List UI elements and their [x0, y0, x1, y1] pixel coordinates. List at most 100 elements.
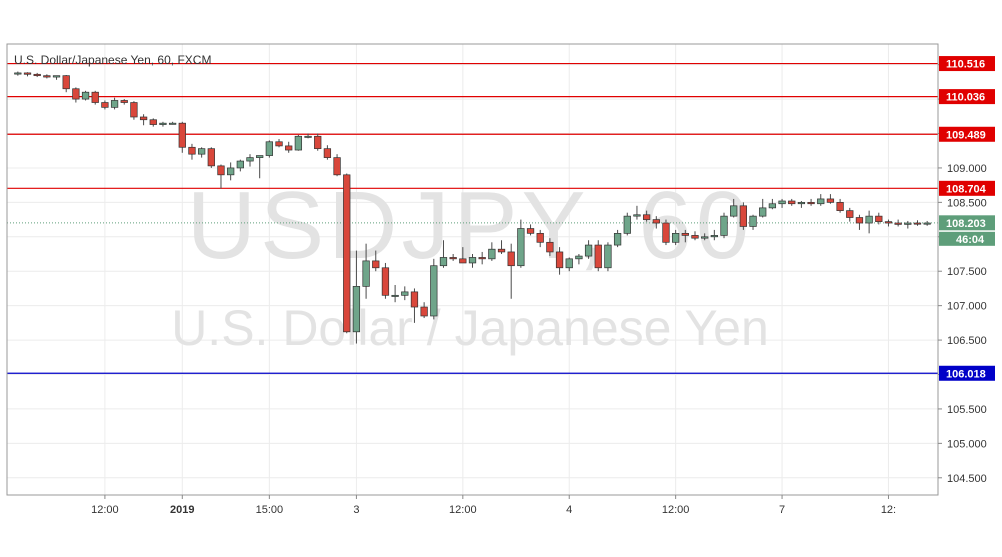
candle	[62, 74, 70, 93]
y-tick-label: 105.500	[947, 404, 987, 416]
candle-body-up	[865, 215, 873, 224]
candles	[14, 71, 931, 344]
watermark-symbol: USDJPY, 60	[187, 172, 754, 279]
current-price-label-bg	[939, 215, 995, 231]
candle-body-down	[275, 141, 283, 147]
candle	[159, 121, 167, 127]
x-tick-label: 2019	[170, 504, 194, 516]
grid-lines	[7, 44, 938, 495]
candle-body-down	[642, 214, 651, 220]
level-label: 109.489	[939, 126, 995, 142]
candle	[188, 143, 196, 160]
candle-body-up	[710, 235, 718, 238]
candle	[149, 118, 157, 127]
candle-body-up	[227, 167, 235, 176]
candle	[778, 198, 786, 208]
candle-body-down	[855, 217, 864, 224]
watermark-name: U.S. Dollar / Japanese Yen	[171, 300, 769, 356]
candle-body-down	[381, 267, 390, 296]
candle-body-down	[652, 219, 660, 224]
candle	[439, 240, 448, 268]
candle	[681, 229, 689, 243]
candle	[294, 134, 303, 151]
candle-body-up	[584, 244, 593, 257]
x-tick-label: 4	[566, 504, 572, 516]
candle	[633, 205, 641, 220]
price-axis-labels: 110.516 110.036 109.489 108.704 106.018 108.2…	[939, 56, 995, 381]
candle-body-up	[701, 236, 709, 239]
candle-body-up	[246, 157, 254, 162]
candle	[178, 121, 186, 153]
candle-body-down	[681, 233, 689, 236]
plot-frame	[6, 43, 939, 496]
candle-body-up	[401, 291, 409, 296]
candle	[33, 72, 41, 78]
level-label-text: 106.018	[946, 368, 986, 380]
candle	[449, 254, 457, 261]
candle-body-down	[546, 241, 554, 253]
candle-body-down	[807, 202, 815, 205]
candle-body-up	[923, 222, 931, 225]
countdown-label: 46:04	[939, 231, 995, 246]
candle-body-up	[168, 122, 177, 125]
y-tick-label: 106.500	[947, 335, 987, 347]
level-label-text: 108.704	[946, 183, 987, 195]
candle-body-up	[52, 75, 61, 78]
candle	[497, 240, 506, 255]
time-axis[interactable]: 12:00 2019 15:00 3 12:00 4 12:00 7 12:	[91, 495, 896, 516]
candle-body-down	[497, 248, 506, 253]
candle-body-up	[294, 135, 303, 151]
candle-body-down	[420, 306, 428, 317]
y-tick-label: 107.500	[947, 266, 987, 278]
candle-body-up	[817, 198, 825, 205]
candle	[749, 214, 757, 230]
candle-body-down	[536, 233, 544, 243]
candle-body-up	[720, 215, 728, 236]
candle-body-up	[304, 135, 312, 138]
candle	[256, 155, 264, 179]
candle-body-up	[362, 260, 370, 287]
x-tick-label: 12:	[881, 504, 896, 516]
candle	[642, 210, 651, 222]
candle	[652, 216, 660, 229]
candle-body-down	[217, 165, 225, 176]
candle	[546, 238, 554, 257]
candle-body-down	[594, 244, 602, 269]
watermark: USDJPY, 60 U.S. Dollar / Japanese Yen	[171, 172, 769, 356]
candle-body-down	[526, 228, 535, 234]
candle	[710, 229, 718, 241]
candle-body-up	[768, 203, 777, 209]
candle	[836, 198, 844, 213]
candle-body-up	[517, 228, 525, 267]
candle-body-down	[91, 91, 99, 103]
candle	[672, 229, 680, 246]
candle	[855, 214, 864, 230]
candle	[720, 212, 728, 239]
candle	[662, 219, 670, 246]
candle	[381, 262, 390, 299]
candle	[401, 286, 409, 301]
candle-body-down	[372, 260, 380, 269]
plot-border	[6, 43, 939, 496]
price-axis[interactable]: 104.500105.000105.500106.000106.500107.0…	[938, 60, 987, 485]
candle-body-down	[120, 100, 128, 103]
candle-body-down	[555, 251, 564, 269]
candle-body-up	[759, 207, 767, 217]
candle-body-down	[188, 146, 196, 155]
candle	[110, 97, 119, 110]
candle	[285, 141, 293, 153]
candle-body-up	[488, 248, 496, 260]
candle-body-up	[904, 222, 912, 225]
candle-body-down	[739, 205, 748, 227]
candle-body-up	[81, 91, 90, 100]
x-tick-label: 12:00	[662, 504, 690, 516]
candle	[275, 139, 283, 148]
level-label-bg	[939, 365, 995, 381]
candle	[139, 114, 148, 126]
candle-body-up	[430, 265, 438, 317]
current-price-label-text: 108.203	[946, 218, 986, 230]
candle	[265, 140, 273, 158]
level-label-bg	[939, 89, 995, 105]
